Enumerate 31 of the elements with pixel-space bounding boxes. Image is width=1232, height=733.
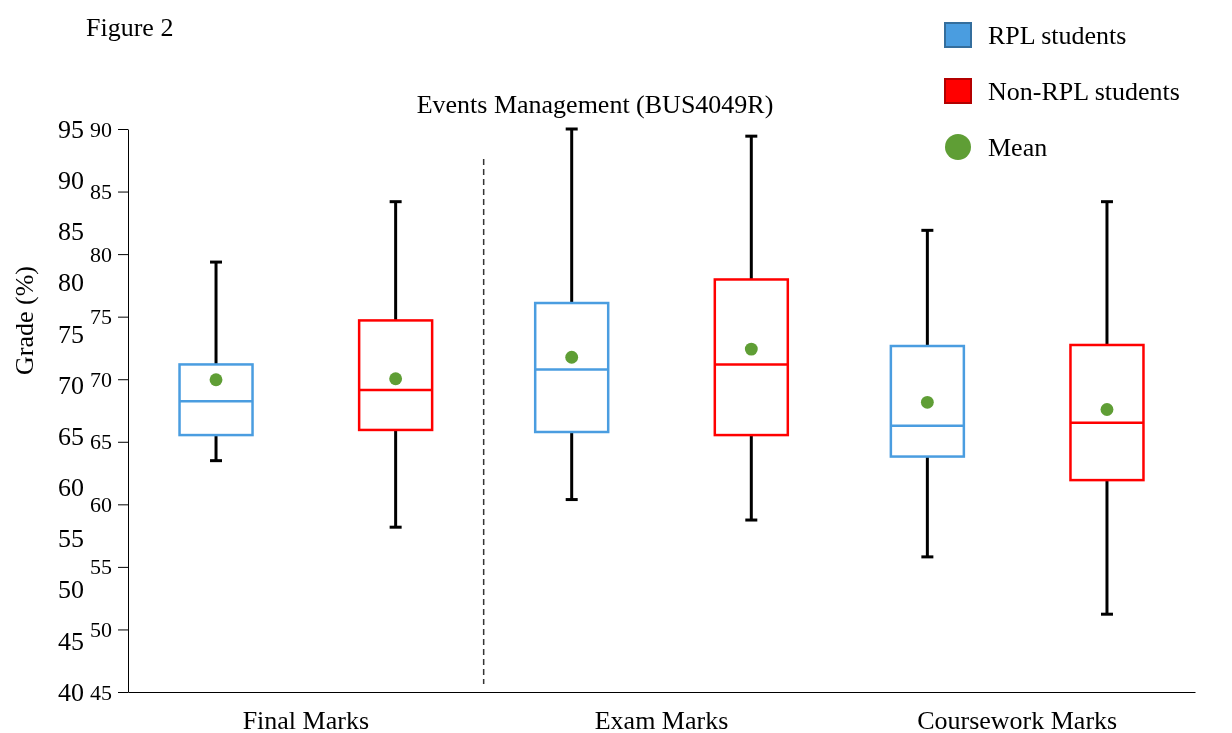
y2-tick-label: 70 [90,366,112,392]
y-tick-label: 75 [58,319,84,349]
y-tick-label: 65 [58,421,84,451]
chart-title: Events Management (BUS4049R) [416,90,774,119]
y-tick-label: 85 [58,217,84,247]
y2-tick-label: 80 [90,241,112,267]
legend-label: Non-RPL students [988,77,1180,106]
x-tick-label: Coursework Marks [917,706,1118,733]
y-tick-label: 60 [58,473,84,503]
y2-tick-label: 75 [90,304,112,330]
y2-tick-label: 90 [90,116,112,142]
y-tick-label: 50 [58,575,84,605]
caption: Figure 2 [86,13,174,42]
y-tick-label: 80 [58,268,84,298]
y-tick-label: 90 [58,166,84,195]
y-tick-label: 55 [58,524,84,554]
x-tick-label: Exam Marks [594,706,729,733]
y2-tick-label: 60 [90,491,112,517]
y2-tick-label: 55 [90,554,112,580]
y2-tick-label: 65 [90,429,112,455]
legend-label: RPL students [988,21,1127,50]
x-tick-label: Final Marks [242,706,370,733]
y-tick-label: 45 [58,626,84,656]
y2-tick-label: 45 [90,679,112,705]
y-tick-label: 70 [58,370,84,400]
legend-label: Mean [988,133,1048,162]
y2-tick-label: 85 [90,179,112,205]
y-axis-title: Grade (%) [10,266,39,375]
y-tick-label: 95 [58,114,84,144]
y2-tick-label: 50 [90,616,112,642]
y-tick-label: 40 [58,677,84,707]
